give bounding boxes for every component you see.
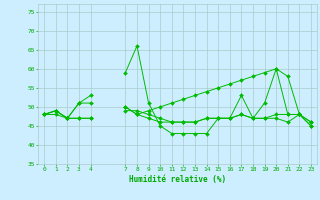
X-axis label: Humidité relative (%): Humidité relative (%) <box>129 175 226 184</box>
